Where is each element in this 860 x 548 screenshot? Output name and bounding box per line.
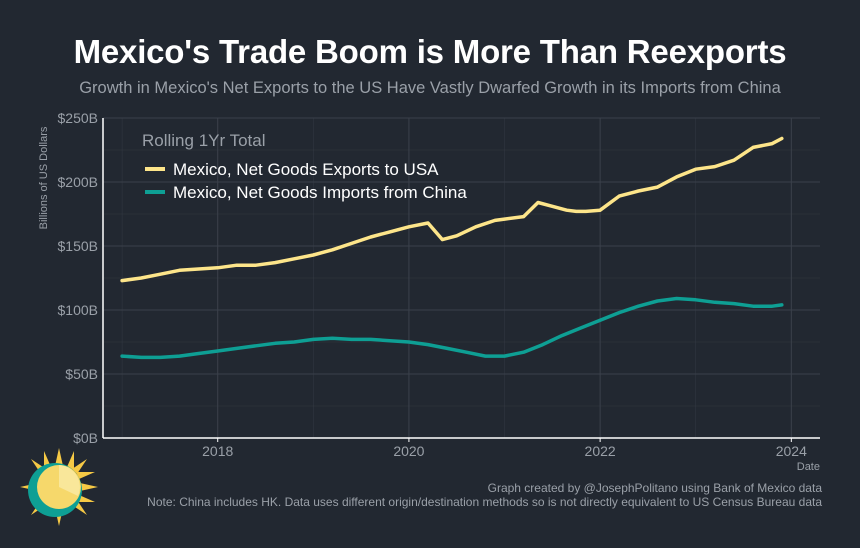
y-axis-title: Billions of US Dollars <box>38 126 50 229</box>
y-tick-label: $150B <box>58 238 98 254</box>
sun-icon <box>20 448 98 526</box>
legend-label: Mexico, Net Goods Imports from China <box>173 183 467 202</box>
credit-line: Graph created by @JosephPolitano using B… <box>487 481 822 495</box>
series-lines <box>120 136 784 360</box>
imports-series-line <box>120 296 784 360</box>
credit-note: Graph created by @JosephPolitano using B… <box>147 481 822 509</box>
axes: $0B $50B $100B $150B $200B $250B 2018 2020 2022 2… <box>38 110 820 473</box>
y-tick-label: $100B <box>58 302 98 318</box>
x-tick-label: 2024 <box>776 443 807 459</box>
exports-series-line <box>120 136 784 283</box>
x-tick-label: 2020 <box>393 443 424 459</box>
legend: Rolling 1Yr Total Mexico, Net Goods Expor… <box>142 131 467 202</box>
chart-title: Mexico's Trade Boom is More Than Reexpor… <box>73 33 787 70</box>
legend-title: Rolling 1Yr Total <box>142 131 265 150</box>
y-tick-label: $200B <box>58 174 98 190</box>
note-line: Note: China includes HK. Data uses diffe… <box>147 494 822 509</box>
x-tick-label: 2022 <box>585 443 616 459</box>
x-axis-title: Date <box>797 461 820 473</box>
chart-subtitle: Growth in Mexico's Net Exports to the US… <box>79 79 781 97</box>
legend-label: Mexico, Net Goods Exports to USA <box>173 160 439 179</box>
y-tick-label: $0B <box>73 430 98 446</box>
y-tick-label: $50B <box>65 366 98 382</box>
x-tick-label: 2018 <box>202 443 233 459</box>
y-tick-label: $250B <box>58 110 98 126</box>
